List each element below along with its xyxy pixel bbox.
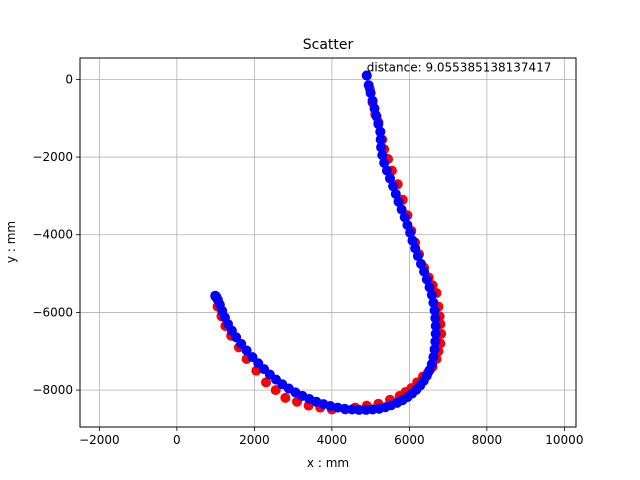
y-tick-label: −2000 (32, 150, 73, 164)
scatter-point (429, 344, 440, 355)
x-tick-label: 0 (173, 433, 181, 447)
scatter-point (280, 392, 291, 403)
y-tick-label: −8000 (32, 383, 73, 397)
scatter-point (429, 305, 440, 316)
scatter-point (396, 204, 407, 215)
scatter-point (430, 313, 441, 324)
y-tick-label: −4000 (32, 228, 73, 242)
data-series (210, 70, 447, 415)
scatter-series-2 (210, 70, 441, 415)
scatter-point (360, 404, 371, 415)
chart-title: Scatter (303, 37, 354, 53)
scatter-point (377, 150, 388, 161)
scatter-point (270, 385, 281, 396)
scatter-point (412, 251, 423, 262)
scatter-point (426, 289, 437, 300)
scatter-point (361, 70, 372, 81)
scatter-point (376, 142, 387, 153)
x-tick-label: 2000 (239, 433, 270, 447)
scatter-point (385, 173, 395, 184)
x-tick-label: 8000 (472, 433, 503, 447)
scatter-point (430, 336, 441, 347)
scatter-point (261, 377, 271, 388)
scatter-point (419, 266, 430, 277)
scatter-point (416, 258, 426, 269)
plot-frame (79, 57, 577, 428)
x-tick-label: 6000 (394, 433, 425, 447)
x-tick-label: 4000 (317, 433, 348, 447)
scatter-point (407, 235, 418, 246)
scatter-point (373, 119, 384, 130)
axis-ticks: −2000 0 2000 4000 6000 8000 10000 0 −2000 −4000 −6… (32, 72, 583, 447)
scatter-point (375, 126, 386, 137)
scatter-point (410, 243, 421, 254)
scatter-point (428, 297, 439, 308)
scatter-point (430, 328, 441, 339)
scatter-point (402, 220, 413, 231)
scatter-point (393, 196, 404, 207)
scatter-point (210, 290, 221, 301)
scatter-point (381, 165, 392, 176)
scatter-point (375, 134, 386, 145)
scatter-point (379, 157, 390, 168)
distance-annotation: distance: 9.055385138137417 (367, 60, 552, 74)
scatter-point (347, 404, 358, 415)
scatter-point (365, 87, 376, 98)
y-axis-label: y : mm (4, 221, 18, 263)
scatter-point (421, 274, 432, 285)
scatter-point (367, 95, 378, 106)
scatter-point (399, 212, 410, 223)
scatter-point (405, 227, 416, 238)
y-tick-label: 0 (65, 72, 73, 86)
scatter-point (430, 321, 441, 332)
scatter-point (390, 188, 401, 199)
grid-lines (80, 58, 576, 427)
scatter-point (371, 111, 382, 122)
scatter-point (241, 345, 252, 356)
x-tick-label: 10000 (545, 433, 583, 447)
scatter-point (247, 352, 258, 363)
x-tick-label: −2000 (79, 433, 120, 447)
scatter-point (388, 181, 399, 192)
scatter-point (369, 103, 380, 114)
y-tick-label: −6000 (32, 305, 73, 319)
scatter-point (363, 80, 374, 91)
x-axis-label: x : mm (307, 456, 349, 470)
scatter-point (424, 282, 435, 293)
